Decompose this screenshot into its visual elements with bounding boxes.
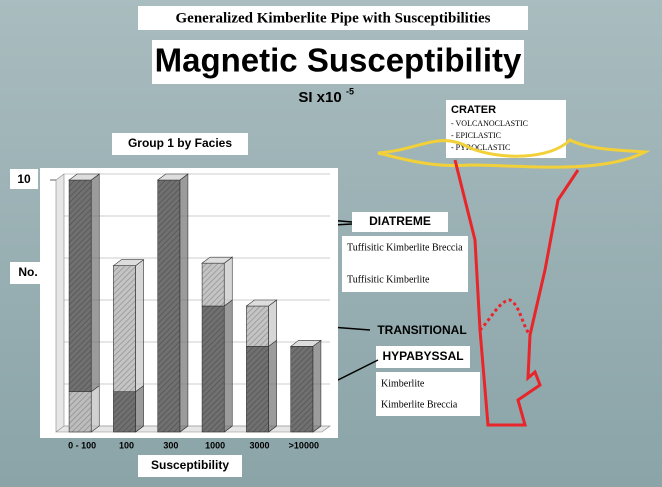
bar-hatch (202, 263, 225, 306)
x-tick-label: 1000 (205, 440, 225, 450)
bar-side (90, 385, 100, 433)
bar-hatch (202, 306, 225, 432)
header-box (138, 6, 528, 30)
bar-side (90, 173, 100, 393)
bar-side (312, 339, 322, 433)
hypabyssal-box (376, 346, 470, 368)
x-axis-label: Susceptibility (151, 458, 229, 472)
bar-hatch (69, 180, 92, 392)
x-label-box (138, 455, 242, 477)
y-tick-box (10, 169, 38, 189)
crater-item: - EPICLASTIC (451, 131, 501, 140)
bar-side (268, 339, 277, 433)
y-axis-label: No. (18, 265, 37, 279)
bar-top (68, 173, 101, 181)
crater-title: CRATER (451, 104, 496, 116)
bar-side (223, 256, 233, 307)
diatreme-title: DIATREME (369, 214, 431, 228)
y-label-box (10, 262, 46, 284)
transitional: TRANSITIONAL (377, 323, 466, 337)
bar-side (268, 299, 277, 347)
bar-hatch (113, 391, 136, 432)
title-box (152, 40, 524, 84)
chart-title-box (112, 133, 248, 155)
bar-side (135, 259, 144, 393)
diatreme-items-box (342, 236, 468, 292)
x-tick-label: >10000 (289, 440, 319, 450)
bar-hatch (157, 180, 180, 432)
crater-box (446, 100, 566, 158)
bar-side (179, 173, 189, 433)
bar-hatch (246, 346, 269, 432)
y-tick-label: 10 (17, 172, 31, 186)
x-tick-label: 3000 (249, 440, 269, 450)
plot: 0 - 100 100 300 1000 3000 >10000 (40, 168, 338, 450)
x-tick-label: 0 - 100 (68, 440, 96, 450)
bar-side (223, 299, 233, 433)
bar-top (245, 299, 278, 307)
diatreme-item: Tuffisitic Kimberlite (347, 274, 430, 285)
title: Magnetic Susceptibility (155, 42, 522, 79)
transition-outline (478, 298, 532, 336)
hypabyssal-item: Kimberlite Breccia (381, 399, 458, 410)
crater-item: - VOLCANOCLASTIC (451, 119, 528, 128)
x-tick-label: 300 (163, 440, 178, 450)
hypabyssal-title: HYPABYSSAL (382, 349, 463, 363)
bar-top (201, 256, 234, 264)
units: SI x10 (298, 89, 341, 106)
header: Generalized Kimberlite Pipe with Suscept… (176, 10, 491, 26)
crater-item: - PYROCLASTIC (451, 143, 510, 152)
units-exponent: -5 (346, 86, 354, 96)
diatreme-box (352, 212, 448, 232)
diatreme-item: Tuffisitic Kimberlite Breccia (347, 242, 463, 253)
bar-top (112, 259, 145, 266)
bar-side (135, 385, 144, 433)
hypabyssal-item: Kimberlite (381, 378, 425, 389)
x-tick-label: 100 (119, 440, 134, 450)
hypabyssal-items-box (376, 372, 480, 416)
chart-title: Group 1 by Facies (128, 136, 232, 150)
bar-hatch (246, 306, 269, 347)
bar-top (289, 340, 322, 347)
bar-hatch (290, 346, 313, 432)
bar-hatch (113, 265, 136, 392)
bar-hatch (69, 391, 92, 432)
bar-top (156, 173, 189, 181)
crater-outline (377, 138, 651, 169)
